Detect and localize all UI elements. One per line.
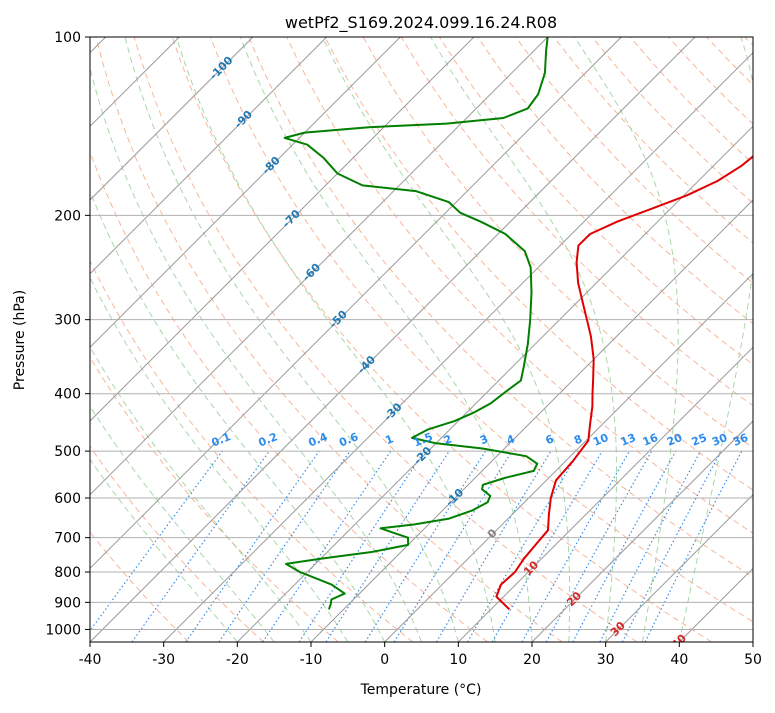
isotherm-line [753, 37, 775, 642]
x-axis-title: Temperature (°C) [360, 682, 482, 698]
y-tick-label: 300 [54, 313, 81, 329]
chart-title: wetPf2_S169.2024.099.16.24.R08 [285, 13, 557, 33]
x-tick-label: -30 [152, 652, 175, 668]
x-tick-label: 0 [380, 652, 389, 668]
y-tick-label: 200 [54, 208, 81, 224]
x-tick-label: 30 [597, 652, 615, 668]
plot-background [90, 37, 753, 642]
y-tick-label: 800 [54, 565, 81, 581]
x-tick-label: -40 [79, 652, 102, 668]
x-tick-label: 20 [523, 652, 541, 668]
x-tick-label: -20 [226, 652, 249, 668]
y-tick-label: 700 [54, 531, 81, 547]
x-tick-label: 40 [670, 652, 688, 668]
y-tick-label: 900 [54, 595, 81, 611]
y-tick-label: 400 [54, 387, 81, 403]
y-tick-label: 100 [54, 30, 81, 46]
x-tick-label: 50 [744, 652, 762, 668]
y-tick-label: 1000 [45, 622, 81, 638]
y-tick-label: 500 [54, 444, 81, 460]
y-tick-label: 600 [54, 491, 81, 507]
y-axis-title: Pressure (hPa) [12, 290, 28, 390]
x-tick-label: 10 [449, 652, 467, 668]
x-tick-label: -10 [300, 652, 323, 668]
